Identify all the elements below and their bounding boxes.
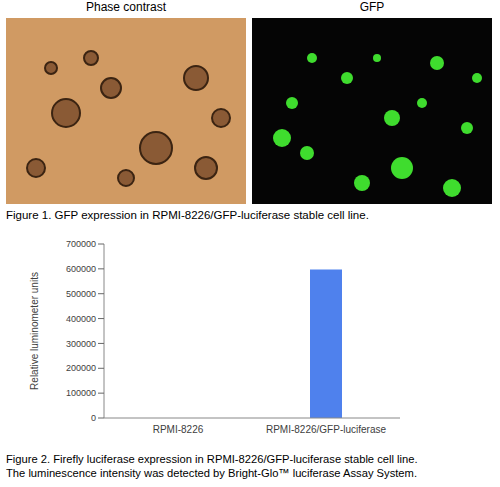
svg-text:700000: 700000 (66, 239, 96, 249)
svg-text:600000: 600000 (66, 264, 96, 274)
svg-text:100000: 100000 (66, 388, 96, 398)
svg-text:400000: 400000 (66, 314, 96, 324)
svg-text:500000: 500000 (66, 289, 96, 299)
html-text:GFP: GFP (359, 0, 385, 14)
html-text:Figure 1. GFP expression in RP: Figure 1. GFP expression in RPMI-8226/GF… (6, 209, 369, 221)
svg-text:300000: 300000 (66, 339, 96, 349)
html-text:Figure 2. Firefly luciferase e: Figure 2. Firefly luciferase expression … (6, 453, 418, 465)
svg-text:200000: 200000 (66, 363, 96, 373)
svg-text:0: 0 (91, 413, 96, 423)
svg-text:Relative luminometer units: Relative luminometer units (29, 272, 40, 390)
html-text:Phase contrast: Phase contrast (86, 0, 166, 14)
html-text:The luminescence intensity was: The luminescence intensity was detected … (6, 467, 417, 479)
svg-text:RPMI-8226/GFP-luciferase: RPMI-8226/GFP-luciferase (266, 424, 386, 435)
svg-text:RPMI-8226: RPMI-8226 (153, 424, 204, 435)
